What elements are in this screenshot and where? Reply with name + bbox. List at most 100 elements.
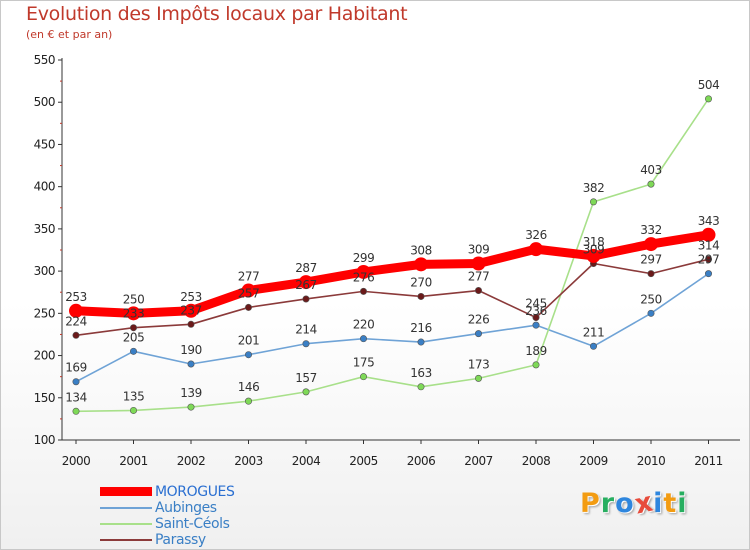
data-point	[417, 383, 425, 391]
data-point	[647, 180, 655, 188]
data-label: 134	[65, 390, 86, 404]
data-label: 135	[123, 389, 144, 403]
data-label: 504	[698, 78, 719, 92]
data-point	[72, 378, 80, 386]
legend-swatch	[100, 523, 152, 525]
data-label: 175	[353, 356, 374, 370]
legend-label: Parassy	[155, 532, 206, 548]
x-tick-label: 2003	[234, 454, 263, 468]
data-point	[359, 335, 367, 343]
data-point	[589, 342, 597, 350]
data-label: 157	[295, 371, 316, 385]
y-tick-label: 450	[34, 137, 55, 151]
data-label: 214	[295, 323, 316, 337]
logo-letter: i	[677, 488, 688, 519]
legend-label: Saint-Céols	[155, 516, 230, 532]
data-label: 253	[180, 290, 201, 304]
logo-letter: t	[663, 488, 678, 519]
x-tick-label: 2008	[522, 454, 551, 468]
data-point	[417, 338, 425, 346]
data-label: 309	[468, 243, 489, 257]
data-label: 287	[295, 261, 316, 275]
data-point	[704, 255, 712, 263]
data-label: 343	[698, 214, 719, 228]
data-label: 277	[238, 270, 259, 284]
data-point	[704, 95, 712, 103]
data-label: 163	[410, 366, 431, 380]
data-label: 403	[640, 163, 661, 177]
data-point	[130, 347, 138, 355]
x-tick-label: 2009	[579, 454, 608, 468]
data-label: 297	[698, 253, 719, 267]
data-point	[245, 397, 253, 405]
data-point	[130, 324, 138, 332]
logo-letter: i	[653, 488, 664, 519]
data-point	[414, 257, 428, 272]
data-point	[529, 242, 543, 257]
data-label: 211	[583, 325, 604, 339]
data-point	[245, 303, 253, 311]
x-tick-label: 2010	[637, 454, 666, 468]
data-label: 169	[65, 361, 86, 375]
data-point	[245, 351, 253, 359]
data-point	[532, 314, 540, 322]
x-tick-label: 2005	[349, 454, 378, 468]
data-label: 233	[123, 307, 144, 321]
legend-swatch	[100, 539, 152, 541]
y-tick-label: 250	[34, 306, 55, 320]
chart-subtitle: (en € et par an)	[26, 28, 113, 41]
data-label: 190	[180, 343, 201, 357]
data-point	[701, 227, 716, 242]
legend-label: Aubinges	[155, 500, 217, 516]
y-tick-label: 500	[34, 95, 55, 109]
data-point	[359, 287, 367, 295]
data-label: 382	[583, 181, 604, 195]
data-point	[589, 198, 597, 206]
series-line-saint-céols	[75, 98, 710, 413]
data-label: 220	[353, 318, 374, 332]
data-point	[532, 321, 540, 329]
data-label: 257	[238, 286, 259, 300]
data-point	[302, 388, 310, 396]
data-label: 245	[525, 297, 546, 311]
logo-letter: r	[600, 488, 616, 519]
data-label: 201	[238, 334, 259, 348]
data-label: 237	[180, 303, 201, 317]
data-point	[187, 360, 195, 368]
y-tick-label: 300	[34, 264, 55, 278]
data-point	[532, 361, 540, 369]
data-point	[474, 287, 482, 295]
x-tick-label: 2004	[292, 454, 321, 468]
data-label: 236	[525, 304, 546, 318]
proxiti-logo: Proxiti	[580, 486, 688, 520]
data-point	[647, 270, 655, 278]
y-tick-label: 150	[34, 391, 55, 405]
data-point	[417, 292, 425, 300]
data-point	[474, 330, 482, 338]
legend-swatch	[100, 487, 152, 496]
data-label: 226	[468, 313, 489, 327]
data-label: 146	[238, 380, 259, 394]
legend-label: MOROGUES	[155, 484, 235, 500]
x-tick-label: 2006	[407, 454, 436, 468]
data-point	[184, 303, 198, 318]
data-label: 277	[468, 270, 489, 284]
data-label: 139	[180, 386, 201, 400]
data-point	[187, 320, 195, 328]
series-line-aubinges	[75, 272, 710, 383]
data-label: 267	[295, 278, 316, 292]
data-point	[302, 340, 310, 348]
x-tick-label: 2011	[694, 454, 723, 468]
data-point	[356, 264, 371, 279]
data-point	[359, 373, 367, 381]
data-point	[69, 303, 83, 318]
data-point	[586, 248, 601, 263]
x-tick-label: 2000	[62, 454, 91, 468]
data-label: 216	[410, 321, 431, 335]
data-label: 250	[640, 292, 661, 306]
y-tick-label: 400	[34, 180, 55, 194]
y-tick-label: 200	[34, 349, 55, 363]
data-point	[72, 331, 80, 339]
data-point	[241, 283, 256, 298]
series-line-parassy	[75, 258, 710, 337]
